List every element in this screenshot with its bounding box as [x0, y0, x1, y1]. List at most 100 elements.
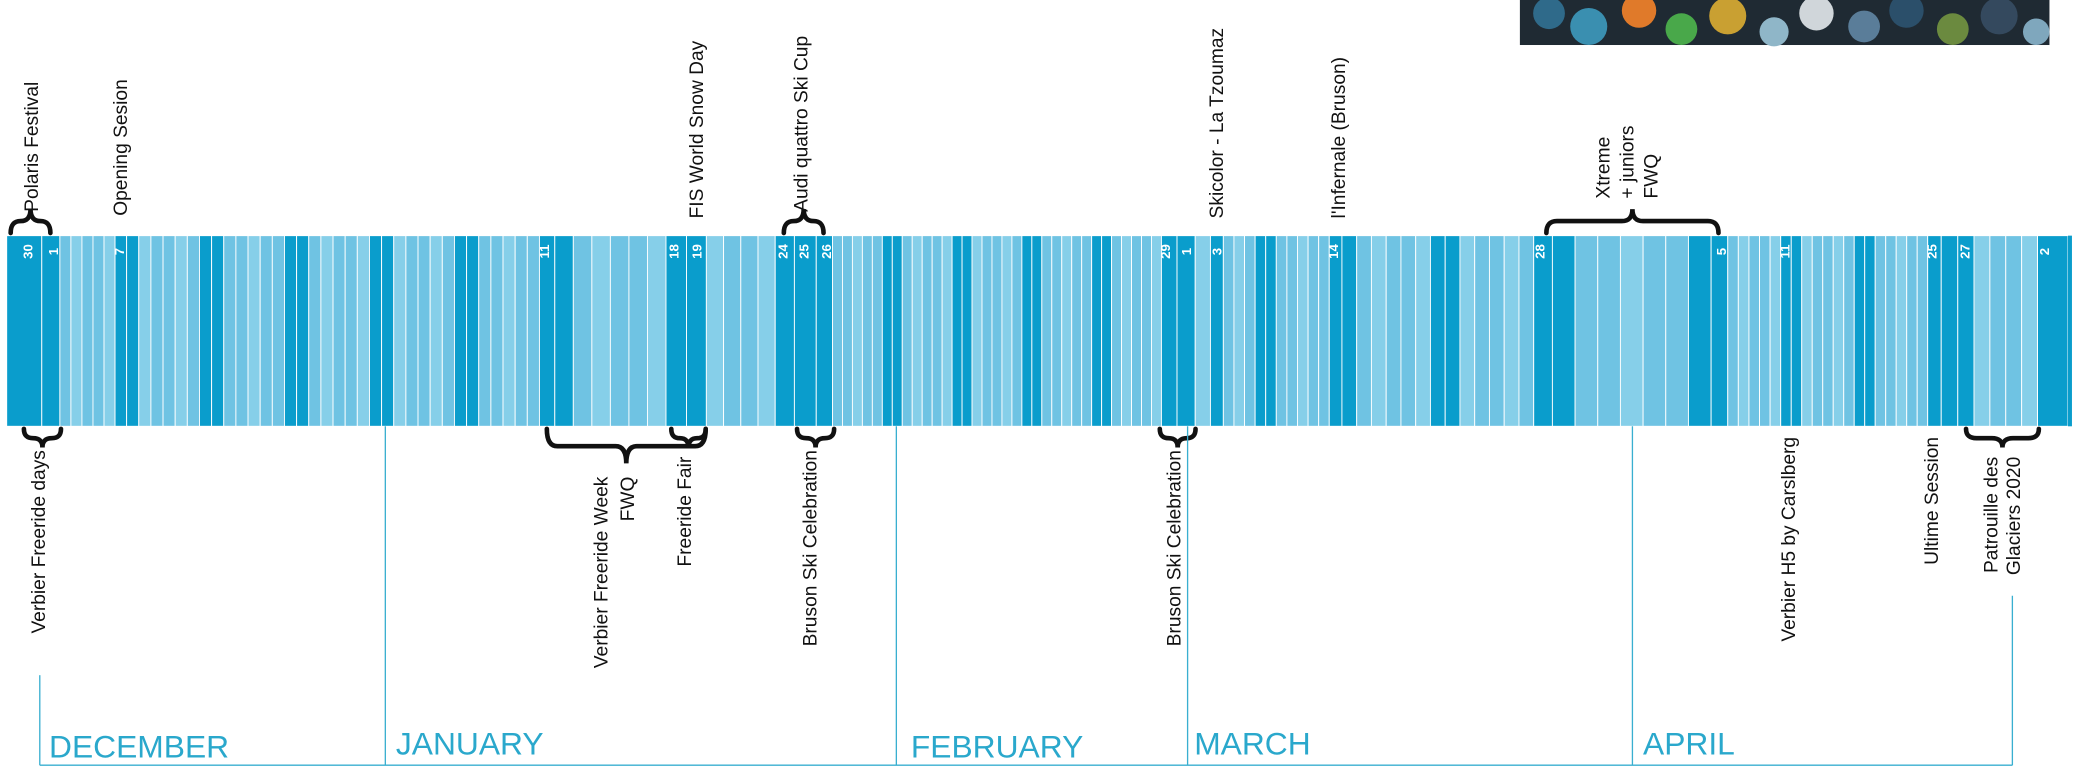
- day-stripe: [1974, 236, 1990, 427]
- day-stripe: [1928, 236, 1942, 427]
- day-stripe: [1319, 236, 1330, 427]
- day-stripe: [1844, 236, 1854, 427]
- day-stripe: [1042, 236, 1052, 427]
- event-brace: [797, 429, 834, 448]
- day-stripe: [1643, 236, 1666, 427]
- day-stripe: [794, 236, 816, 427]
- day-stripe: [758, 236, 775, 427]
- event-label: FIS World Snow Day: [687, 40, 708, 218]
- day-stripe: [1022, 236, 1032, 427]
- day-stripe: [1865, 236, 1875, 427]
- day-label: 11: [537, 245, 552, 259]
- event-label: Opening Sesion: [111, 79, 132, 216]
- day-stripe: [1102, 236, 1112, 427]
- day-stripe: [872, 236, 882, 427]
- day-stripe: [1907, 236, 1917, 427]
- day-label: 3: [1210, 248, 1225, 255]
- event-label: Bruson Ski Celebration: [801, 450, 822, 646]
- day-stripe: [1896, 236, 1906, 427]
- day-stripe: [1781, 236, 1792, 427]
- day-stripe: [972, 236, 982, 427]
- day-stripe: [1357, 236, 1372, 427]
- day-stripe: [321, 236, 333, 427]
- day-stripe: [467, 236, 479, 427]
- month-label: FEBRUARY: [911, 728, 1083, 764]
- photo: [1520, 0, 2050, 46]
- day-stripe: [1062, 236, 1072, 427]
- day-stripe: [1875, 236, 1885, 427]
- event-label: l'Infernale (Bruson): [1329, 57, 1350, 219]
- day-label: 24: [775, 244, 790, 259]
- event-label: Verbier Freeride days: [29, 450, 50, 633]
- day-stripe: [104, 236, 115, 427]
- day-stripe: [115, 236, 127, 427]
- day-stripe: [1666, 236, 1689, 427]
- day-stripe: [842, 236, 852, 427]
- day-stripe: [93, 236, 104, 427]
- day-stripe: [952, 236, 962, 427]
- day-stripe: [1770, 236, 1781, 427]
- day-stripe: [1430, 236, 1445, 427]
- day-stripe: [1141, 236, 1151, 427]
- day-stripe: [224, 236, 236, 427]
- day-stripe: [1738, 236, 1749, 427]
- day-stripe: [442, 236, 454, 427]
- event-label: Patrouille des: [1982, 457, 2003, 573]
- day-stripe: [610, 236, 629, 427]
- day-stripe: [1489, 236, 1504, 427]
- day-stripe: [163, 236, 175, 427]
- day-stripe: [527, 236, 539, 427]
- day-stripe: [1092, 236, 1102, 427]
- day-stripe: [1460, 236, 1475, 427]
- day-stripe: [357, 236, 369, 427]
- event-label: Verbier Freeride Week: [592, 476, 613, 668]
- event-label: Xtreme: [1594, 137, 1615, 199]
- day-label: 28: [1533, 244, 1548, 259]
- day-stripe: [1386, 236, 1401, 427]
- day-stripe: [1445, 236, 1460, 427]
- day-stripe: [1255, 236, 1266, 427]
- day-stripe: [1161, 236, 1177, 427]
- day-stripe: [199, 236, 211, 427]
- page: 30171118192425262913142851125272Polaris …: [0, 0, 2076, 766]
- day-stripe: [1308, 236, 1319, 427]
- day-label: 30: [21, 244, 36, 259]
- day-stripe: [741, 236, 758, 427]
- day-stripe: [775, 236, 794, 427]
- event-label: Verbier H5 by Carslberg: [1779, 437, 1800, 642]
- event-label: FWQ: [1641, 154, 1662, 199]
- day-stripe: [2022, 236, 2038, 427]
- day-stripe: [1958, 236, 1974, 427]
- day-band: [7, 236, 2072, 427]
- day-stripe: [1112, 236, 1122, 427]
- day-stripe: [912, 236, 922, 427]
- day-stripe: [175, 236, 187, 427]
- day-stripe: [7, 236, 42, 427]
- day-stripe: [1371, 236, 1386, 427]
- month-label: MARCH: [1194, 726, 1310, 762]
- event-label: Bruson Ski Celebration: [1165, 450, 1186, 646]
- month-label: APRIL: [1643, 726, 1735, 762]
- day-label: 2: [2037, 248, 2052, 255]
- day-stripe: [1122, 236, 1132, 427]
- day-label: 19: [689, 244, 704, 259]
- day-stripe: [82, 236, 93, 427]
- day-stripe: [1177, 236, 1195, 427]
- event-brace: [11, 209, 51, 233]
- day-stripe: [852, 236, 862, 427]
- day-stripe: [1598, 236, 1621, 427]
- day-stripe: [992, 236, 1002, 427]
- day-stripe: [139, 236, 151, 427]
- month-label: DECEMBER: [49, 728, 229, 764]
- day-stripe: [1072, 236, 1082, 427]
- day-stripe: [260, 236, 272, 427]
- day-stripe: [394, 236, 406, 427]
- day-stripe: [555, 236, 574, 427]
- day-stripe: [1941, 236, 1958, 427]
- day-stripe: [1276, 236, 1287, 427]
- day-stripe: [309, 236, 321, 427]
- day-stripe: [706, 236, 723, 427]
- band-edge: [2068, 236, 2072, 427]
- event-label: FWQ: [618, 477, 639, 522]
- event-label: Ultime Session: [1922, 437, 1943, 565]
